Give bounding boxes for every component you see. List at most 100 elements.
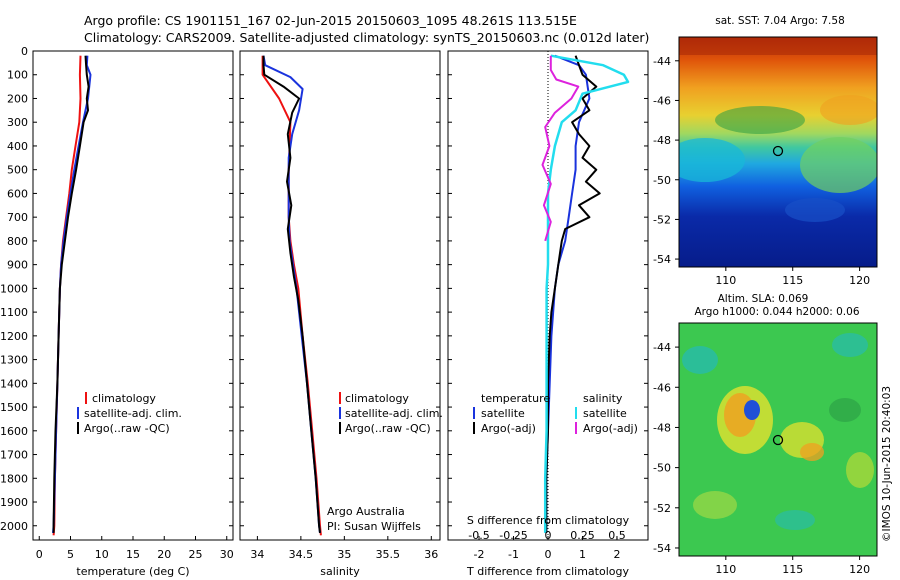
temperature-x-tick-label: 30: [220, 548, 234, 561]
imos-timestamp: ©IMOS 10-Jun-2015 20:40:03: [881, 386, 893, 542]
sla-low: [682, 346, 718, 374]
temperature-legend: climatology satellite-adj. clim. Argo(..…: [77, 392, 182, 435]
difference-s-x-tick-label: -0.25: [499, 529, 527, 542]
depth-tick-label: 2000: [0, 520, 28, 533]
legend-argo: Argo(..raw -QC): [345, 422, 431, 435]
map-lat-label: -46: [653, 94, 671, 107]
sst-warm-patch: [820, 95, 877, 125]
difference-t-x-tick-label: -2: [474, 548, 485, 561]
legend-climatology: climatology: [345, 392, 409, 405]
difference-t-x-tick-label: -1: [508, 548, 519, 561]
depth-tick-label: 1700: [0, 449, 28, 462]
sst-map: -44 -46 -48 -50 -52 -54 110 115 120: [653, 36, 878, 287]
difference-s-x-tick-label: 0: [545, 529, 552, 542]
temperature-x-axis: 0 5 10 15 20 25 30: [36, 536, 234, 561]
difference-xlabel: T difference from climatology: [466, 565, 629, 578]
sst-front: [679, 138, 745, 182]
legend-temp-satellite: satellite: [481, 407, 525, 420]
sla-low: [744, 400, 760, 420]
depth-tick-label: 1500: [0, 401, 28, 414]
depth-tick-label: 1800: [0, 472, 28, 485]
difference-s-x-tick-label: -0.5: [468, 529, 489, 542]
sla-map-title2: Argo h1000: 0.044 h2000: 0.06: [694, 306, 859, 318]
legend-climatology: climatology: [92, 392, 156, 405]
difference-t-x-tick-label: 2: [613, 548, 620, 561]
sla-map: -44 -46 -48 -50 -52 -54 110 115 120: [653, 322, 878, 576]
series-line-temperature-argo-adj: [545, 55, 601, 533]
salinity-x-tick-label: 35: [337, 548, 351, 561]
legend-argo: Argo(..raw -QC): [84, 422, 170, 435]
depth-tick-label: 1300: [0, 354, 28, 367]
depth-tick-label: 500: [7, 164, 28, 177]
sst-map-axes: -44 -46 -48 -50 -52 -54 110 115 120: [653, 55, 870, 287]
difference-xlabel-salinity: S difference from climatology: [467, 514, 630, 527]
map-lat-label: -48: [653, 134, 671, 147]
sla-high: [846, 452, 874, 488]
depth-tick-label: 1400: [0, 377, 28, 390]
annotation-argo-australia: Argo Australia: [327, 505, 405, 518]
salinity-x-tick-label: 35.5: [376, 548, 401, 561]
difference-s-x-tick-label: 0.25: [570, 529, 595, 542]
sst-features: [679, 37, 877, 222]
depth-tick-label: 100: [7, 69, 28, 82]
sst-map-frame: [678, 36, 878, 268]
map-lon-label: 110: [715, 274, 736, 287]
difference-series: [541, 51, 630, 540]
argo-position-marker: [772, 434, 784, 446]
depth-tick-label: 400: [7, 140, 28, 153]
depth-tick-label: 1600: [0, 425, 28, 438]
series-line-salinity-argo-adj: [541, 55, 580, 242]
salinity-x-tick-label: 34: [250, 548, 264, 561]
series-line-argo-raw-qc: [262, 55, 321, 534]
annotation-pi: PI: Susan Wijffels: [327, 520, 421, 533]
map-lon-label: 120: [849, 274, 870, 287]
depth-tick-label: 800: [7, 235, 28, 248]
depth-tick-label: 1100: [0, 306, 28, 319]
temperature-panel: [32, 50, 234, 541]
map-lon-label: 115: [782, 274, 803, 287]
difference-s-x-tick-label: 0.5: [608, 529, 626, 542]
map-lat-label: -50: [653, 174, 671, 187]
legend-sal-satellite: satellite: [583, 407, 627, 420]
sla-low: [775, 510, 815, 530]
difference-t-x-tick-label: 1: [579, 548, 586, 561]
temperature-x-tick-label: 15: [126, 548, 140, 561]
salinity-legend: climatology satellite-adj. clim. Argo(..…: [327, 392, 443, 533]
salinity-x-tick-label: 34.5: [289, 548, 314, 561]
depth-tick-label: 300: [7, 116, 28, 129]
temperature-x-tick-label: 20: [157, 548, 171, 561]
sla-map-title1: Altim. SLA: 0.069: [718, 293, 809, 305]
difference-x-axis: -2 -1 0 1 2 -0.5 -0.25 0 0.25 0.5: [468, 529, 625, 561]
temperature-series: [52, 55, 92, 536]
map-lon-label: 110: [715, 563, 736, 576]
map-lat-label: -50: [653, 462, 671, 475]
legend-satellite: satellite-adj. clim.: [84, 407, 182, 420]
figure-title-line1: Argo profile: CS 1901151_167 02-Jun-2015…: [84, 13, 577, 28]
sst-map-title: sat. SST: 7.04 Argo: 7.58: [715, 15, 845, 27]
legend-temp-argo: Argo(-adj): [481, 422, 536, 435]
difference-legend: temperature salinity satellite Argo(-adj…: [473, 392, 638, 435]
depth-tick-label: 0: [21, 45, 28, 58]
depth-tick-label: 900: [7, 259, 28, 272]
depth-tick-label: 1900: [0, 496, 28, 509]
sla-high: [800, 443, 824, 461]
depth-tick-label: 700: [7, 211, 28, 224]
sla-map-frame: [678, 322, 878, 557]
sla-low: [832, 333, 868, 357]
salinity-xlabel: salinity: [320, 565, 360, 578]
sst-front: [800, 137, 877, 193]
temperature-xlabel: temperature (deg C): [76, 565, 189, 578]
depth-tick-label: 200: [7, 92, 28, 105]
map-lat-label: -44: [653, 55, 671, 68]
salinity-x-tick-label: 36: [424, 548, 438, 561]
temperature-x-tick-label: 5: [67, 548, 74, 561]
sla-low: [829, 398, 861, 422]
temperature-x-tick-label: 25: [189, 548, 203, 561]
map-lat-label: -52: [653, 213, 671, 226]
salinity-panel: [239, 50, 441, 541]
legend-sal-argo: Argo(-adj): [583, 422, 638, 435]
difference-t-x-tick-label: 0: [545, 548, 552, 561]
map-lat-label: -52: [653, 502, 671, 515]
salinity-series: [261, 55, 322, 536]
